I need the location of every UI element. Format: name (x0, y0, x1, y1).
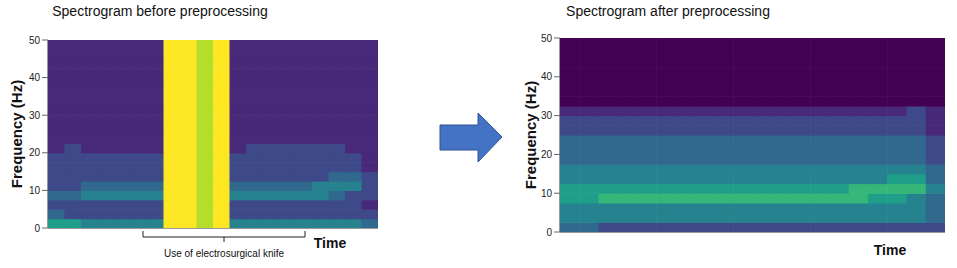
svg-text:40: 40 (541, 71, 553, 82)
svg-text:30: 30 (29, 110, 41, 121)
svg-text:20: 20 (29, 147, 41, 158)
svg-text:50: 50 (541, 33, 553, 44)
svg-text:Time: Time (874, 242, 907, 258)
svg-text:Spectrogram after preprocessin: Spectrogram after preprocessing (566, 3, 770, 19)
svg-text:10: 10 (541, 188, 553, 199)
svg-text:20: 20 (541, 149, 553, 160)
svg-text:Time: Time (314, 235, 347, 251)
svg-text:Frequency (Hz): Frequency (Hz) (8, 80, 25, 188)
svg-text:Use of electrosurgical knife: Use of electrosurgical knife (164, 248, 284, 259)
svg-text:Spectrogram before preprocessi: Spectrogram before preprocessing (52, 3, 268, 19)
svg-text:50: 50 (29, 35, 41, 46)
svg-text:10: 10 (29, 185, 41, 196)
svg-text:30: 30 (541, 110, 553, 121)
svg-text:Frequency (Hz): Frequency (Hz) (522, 81, 539, 189)
svg-text:0: 0 (546, 227, 552, 238)
svg-text:40: 40 (29, 72, 41, 83)
svg-text:0: 0 (34, 223, 40, 234)
